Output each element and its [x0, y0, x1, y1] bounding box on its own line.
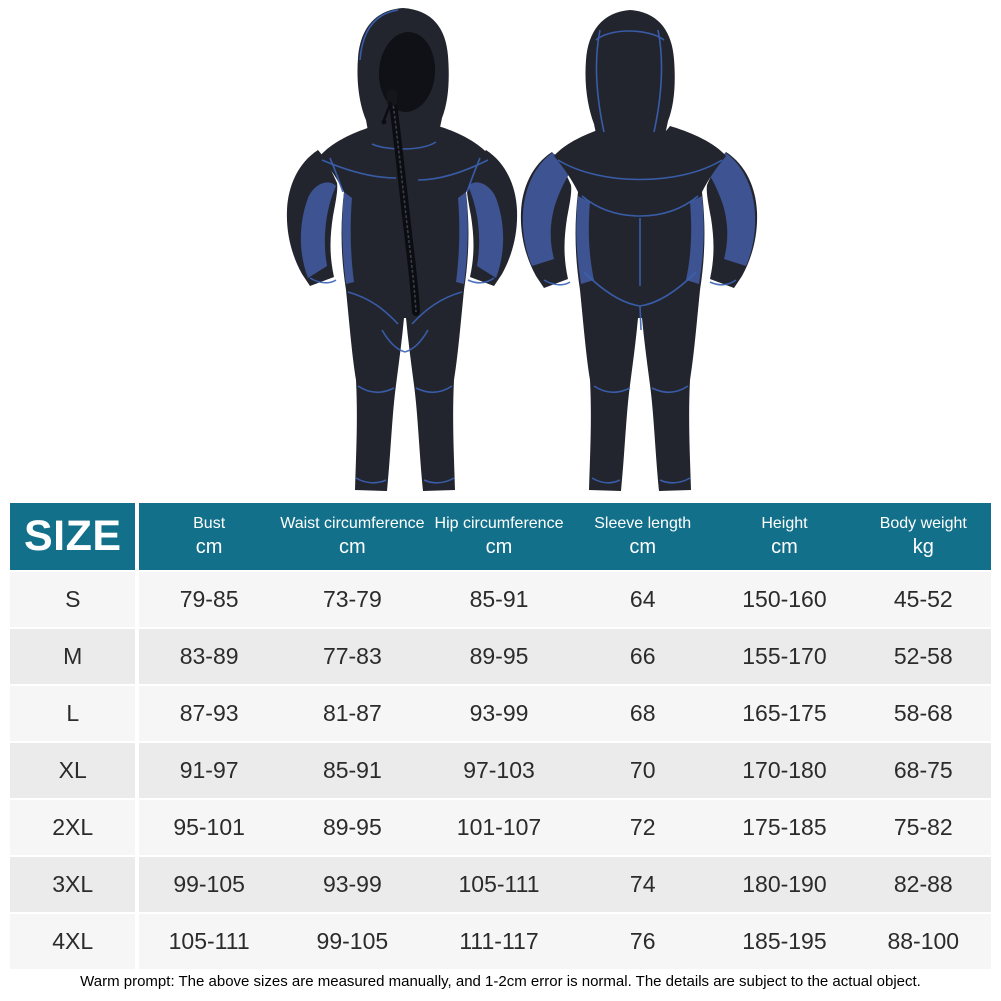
measurement-cell: 74	[572, 855, 714, 912]
measurement-cell: 58-68	[855, 684, 991, 741]
measurement-cell: 68-75	[855, 741, 991, 798]
size-row-2XL: 2XL 95-101 89-95 101-107 72 175-185 75-82	[10, 798, 991, 855]
measurement-cell: 97-103	[425, 741, 573, 798]
measurement-cell: 111-117	[425, 912, 573, 969]
column-label: Bust	[193, 515, 226, 532]
wetsuit-back-view	[520, 10, 758, 491]
column-unit: cm	[771, 536, 798, 558]
column-unit: cm	[629, 536, 657, 558]
measurement-cell: 105-111	[139, 912, 279, 969]
column-label: Sleeve length	[594, 515, 692, 532]
measurement-cell: 45-52	[855, 570, 991, 627]
size-row-S: S 79-85 73-79 85-91 64 150-160 45-52	[10, 570, 991, 627]
measurement-cell: 88-100	[855, 912, 991, 969]
warm-prompt-note: Warm prompt: The above sizes are measure…	[80, 973, 921, 990]
size-row-3XL: 3XL 99-105 93-99 105-111 74 180-190 82-88	[10, 855, 991, 912]
measurement-cell: 95-101	[139, 798, 279, 855]
measurement-cell: 89-95	[425, 627, 573, 684]
measurement-cell: 99-105	[278, 912, 426, 969]
measurement-cell: 185-195	[713, 912, 856, 969]
size-row-4XL: 4XL 105-111 99-105 111-117 76 185-195 88-100	[10, 912, 991, 969]
measurement-cell: 150-160	[713, 570, 856, 627]
measurement-cell: 66	[572, 627, 714, 684]
measurement-cell: 72	[572, 798, 714, 855]
column-unit: cm	[339, 536, 366, 558]
measurement-cell: 85-91	[278, 741, 426, 798]
measurement-cell: 79-85	[139, 570, 279, 627]
measurement-cell: 70	[572, 741, 714, 798]
column-unit: kg	[912, 536, 934, 558]
size-column-header: SIZE	[10, 503, 140, 570]
measurement-cell: 73-79	[278, 570, 426, 627]
measurement-cell: 165-175	[713, 684, 856, 741]
measurement-cell: 81-87	[278, 684, 426, 741]
column-header-6: Body weight kg	[855, 503, 991, 570]
size-label: 2XL	[10, 798, 140, 855]
measurement-cell: 93-99	[278, 855, 426, 912]
measurement-cell: 99-105	[139, 855, 279, 912]
measurement-cell: 175-185	[713, 798, 856, 855]
column-label: Height	[761, 515, 808, 532]
column-unit: cm	[485, 536, 513, 558]
measurement-cell: 170-180	[713, 741, 856, 798]
size-table-body: S 79-85 73-79 85-91 64 150-160 45-52 M 83-89 77-8…	[10, 570, 991, 969]
measurement-cell: 87-93	[139, 684, 279, 741]
size-label: XL	[10, 741, 140, 798]
column-header-4: Sleeve length cm	[572, 503, 714, 570]
column-header-1: Bust cm	[139, 503, 279, 570]
measurement-cell: 105-111	[425, 855, 573, 912]
measurement-cell: 82-88	[855, 855, 991, 912]
measurement-cell: 93-99	[425, 684, 573, 741]
measurement-cell: 83-89	[139, 627, 279, 684]
product-photo-area	[0, 0, 1001, 500]
measurement-cell: 77-83	[278, 627, 426, 684]
front-zipper	[381, 90, 420, 316]
column-label: Hip circumference	[434, 515, 564, 532]
measurement-cell: 85-91	[425, 570, 573, 627]
measurement-cell: 52-58	[855, 627, 991, 684]
column-header-5: Height cm	[713, 503, 856, 570]
measurement-cell: 76	[572, 912, 714, 969]
size-label: L	[10, 684, 140, 741]
wetsuit-illustration	[286, 8, 758, 491]
column-header-2: Waist circumference cm	[278, 503, 426, 570]
size-label: M	[10, 627, 140, 684]
column-label: Waist circumference	[280, 515, 425, 532]
column-unit: cm	[195, 536, 223, 558]
measurement-cell: 75-82	[855, 798, 991, 855]
measurement-cell: 89-95	[278, 798, 426, 855]
size-row-XL: XL 91-97 85-91 97-103 70 170-180 68-75	[10, 741, 991, 798]
size-row-M: M 83-89 77-83 89-95 66 155-170 52-58	[10, 627, 991, 684]
size-label: 4XL	[10, 912, 140, 969]
measurement-cell: 64	[572, 570, 714, 627]
measurement-cell: 68	[572, 684, 714, 741]
column-label: Body weight	[879, 515, 967, 532]
measurement-cell: 180-190	[713, 855, 856, 912]
wetsuit-front-view	[286, 8, 518, 491]
measurement-cell: 91-97	[139, 741, 279, 798]
size-label: 3XL	[10, 855, 140, 912]
size-table: SIZE Bust cm Waist circumference cm Hip circ…	[10, 503, 991, 969]
size-row-L: L 87-93 81-87 93-99 68 165-175 58-68	[10, 684, 991, 741]
size-label: S	[10, 570, 140, 627]
measurement-cell: 155-170	[713, 627, 856, 684]
measurement-cell: 101-107	[425, 798, 573, 855]
column-header-3: Hip circumference cm	[425, 503, 573, 570]
size-table-header-row: SIZE Bust cm Waist circumference cm Hip circ…	[10, 503, 991, 570]
